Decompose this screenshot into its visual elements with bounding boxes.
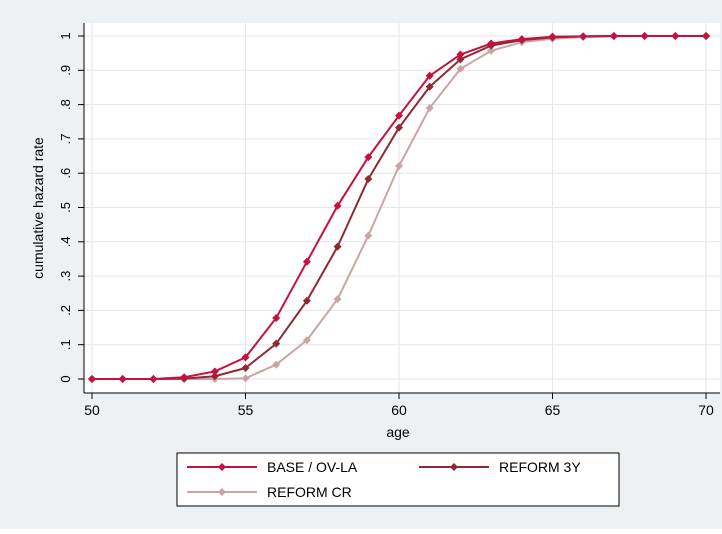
data-point	[180, 373, 189, 382]
x-axis-label: age	[386, 424, 410, 440]
data-point	[364, 175, 373, 184]
legend-marker	[450, 463, 458, 471]
y-tick-label: .1	[58, 339, 73, 350]
data-point	[241, 353, 250, 362]
legend-label: REFORM CR	[267, 484, 352, 500]
y-tick-label: .3	[58, 271, 73, 282]
legend-label: REFORM 3Y	[499, 459, 581, 475]
data-point	[302, 296, 311, 305]
data-point	[579, 32, 588, 41]
y-tick-label: .2	[58, 305, 73, 316]
data-point	[395, 123, 403, 132]
y-tick-label: .8	[58, 99, 73, 110]
y-tick-label: .4	[58, 236, 73, 247]
data-point	[456, 50, 465, 59]
data-point	[487, 39, 496, 48]
data-point	[210, 367, 219, 376]
data-point	[210, 372, 219, 381]
y-tick-label: .7	[58, 133, 73, 144]
data-point	[456, 55, 465, 64]
series-group	[88, 32, 710, 383]
x-tick-label: 50	[84, 402, 100, 418]
data-point	[241, 364, 250, 373]
y-tick-label: .6	[58, 168, 73, 179]
data-point	[425, 104, 434, 113]
data-point	[302, 257, 311, 266]
data-point	[149, 375, 158, 383]
data-point	[609, 32, 618, 40]
data-point	[272, 360, 281, 369]
x-tick-label: 65	[545, 402, 561, 418]
data-point	[272, 313, 281, 322]
data-point	[302, 336, 311, 345]
data-point	[333, 295, 342, 304]
data-point	[395, 161, 403, 170]
grid	[84, 23, 720, 393]
data-point	[88, 375, 96, 383]
y-tick-label: 0	[58, 375, 73, 382]
legend-label: BASE / OV-LA	[267, 459, 358, 475]
data-point	[425, 82, 434, 91]
data-point	[364, 153, 373, 162]
data-point	[395, 111, 403, 120]
data-point	[333, 242, 342, 251]
legend-marker	[218, 488, 226, 496]
legend-box	[176, 452, 620, 507]
data-point	[333, 201, 342, 210]
data-point	[517, 35, 526, 44]
x-tick-label: 60	[391, 402, 407, 418]
series-1	[88, 32, 710, 383]
y-ticks: 0 .1 .2 .3 .4 .5 .6 .7 .8 .9 1	[58, 32, 84, 383]
legend-marker	[218, 463, 226, 471]
y-axis-label: cumulative hazard rate	[30, 137, 46, 279]
x-ticks: 50 55 60 65 70	[84, 393, 714, 418]
data-point	[456, 64, 465, 73]
data-point	[487, 46, 496, 55]
y-tick-label: .5	[58, 202, 73, 213]
legend: BASE / OV-LA REFORM 3Y REFORM CR	[176, 452, 620, 507]
data-point	[118, 375, 127, 383]
y-tick-label: 1	[58, 32, 73, 39]
y-tick-label: .9	[58, 65, 73, 76]
data-point	[548, 32, 557, 41]
x-tick-label: 70	[698, 402, 714, 418]
data-point	[272, 339, 281, 348]
data-point	[364, 231, 373, 240]
x-tick-label: 55	[238, 402, 254, 418]
data-point	[425, 71, 434, 80]
data-point	[671, 32, 680, 40]
data-point	[241, 374, 250, 383]
data-point	[702, 32, 710, 40]
data-point	[640, 32, 649, 40]
